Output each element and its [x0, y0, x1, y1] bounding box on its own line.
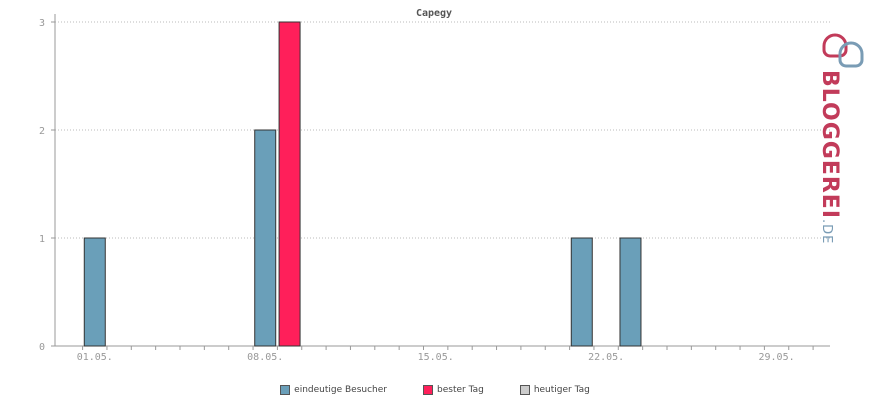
bar [619, 237, 642, 347]
bar [570, 237, 593, 347]
bloggerei-logo [812, 18, 870, 218]
legend-swatch [519, 385, 530, 395]
x-tick-label: 01.05. [77, 352, 113, 363]
logo-main-text: BLOGGEREI [817, 70, 842, 220]
legend-label: eindeutige Besucher [294, 385, 387, 395]
legend-label: bester Tag [437, 385, 484, 395]
legend: eindeutige Besucher bester Tag heutiger … [0, 385, 870, 395]
chart-title: Capegy [416, 8, 452, 19]
grid-lines [55, 21, 830, 239]
y-tick-label: 3 [39, 18, 45, 29]
tick-labels: 0 1 2 3 01.05. 08.05. 15.05. 22.05. 29.05. [39, 18, 795, 363]
logo-text: BLOGGEREI.DE [817, 70, 842, 244]
legend-swatch [423, 385, 433, 395]
y-tick-label: 2 [39, 126, 45, 137]
bar [254, 129, 277, 347]
logo-suffix: .DE [819, 219, 834, 245]
bars [83, 21, 642, 347]
x-tick-label: 29.05. [759, 352, 795, 363]
legend-swatch [280, 385, 291, 395]
y-tick-label: 1 [39, 234, 45, 245]
x-tick-label: 15.05. [418, 352, 454, 363]
y-tick-label: 0 [39, 342, 45, 353]
axes [51, 14, 830, 350]
logo-icon [822, 33, 864, 68]
bar [83, 237, 106, 347]
bar [278, 21, 301, 347]
legend-label: heutiger Tag [533, 385, 590, 395]
legend-item-unique-visitors: eindeutige Besucher [280, 385, 387, 395]
legend-item-best-day: bester Tag [423, 385, 484, 395]
x-tick-label: 08.05. [247, 352, 283, 363]
x-tick-label: 22.05. [588, 352, 624, 363]
legend-item-today: heutiger Tag [519, 385, 590, 395]
